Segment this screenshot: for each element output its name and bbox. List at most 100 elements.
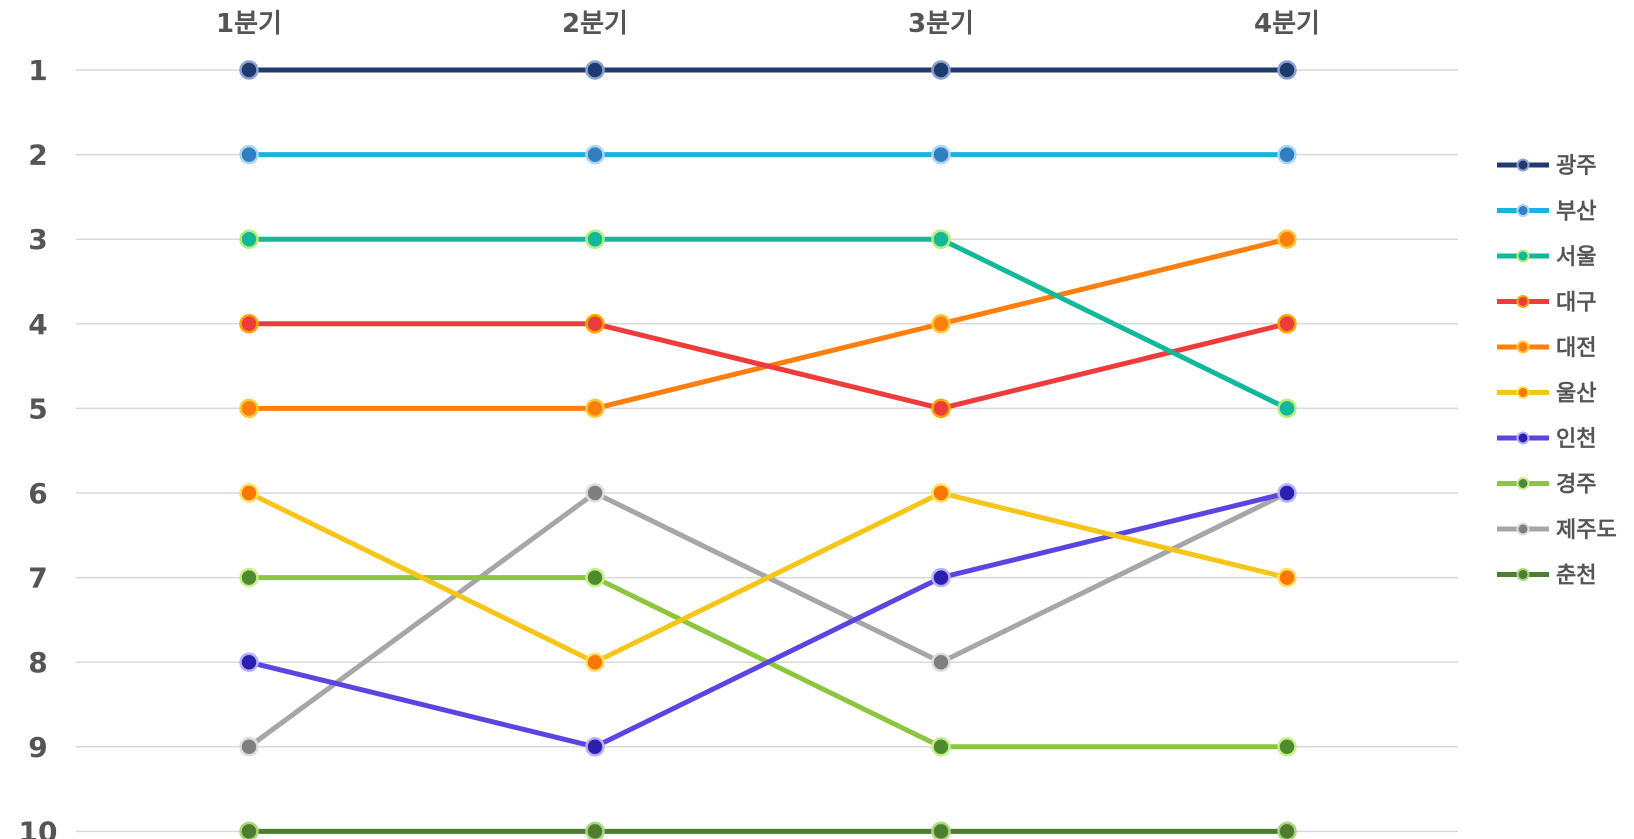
data-point — [239, 652, 259, 672]
series-line — [249, 236, 1289, 411]
legend-label: 인천 — [1556, 427, 1596, 452]
y-tick-label: 1 — [28, 54, 47, 87]
y-tick-label: 4 — [28, 308, 47, 341]
series-광주 — [239, 60, 1297, 80]
legend-swatch-marker — [1516, 431, 1530, 445]
data-point — [1277, 737, 1297, 757]
legend-swatch-marker — [1516, 386, 1530, 399]
x-tick-label: 3분기 — [908, 9, 974, 39]
legend-swatch-marker — [1516, 568, 1530, 581]
series-서울 — [239, 229, 1297, 419]
data-point — [239, 567, 259, 588]
data-point — [585, 567, 605, 588]
data-point — [585, 398, 605, 419]
data-point — [585, 314, 605, 334]
legend-label: 대전 — [1556, 336, 1596, 361]
legend-label: 부산 — [1556, 200, 1596, 225]
series-line — [248, 490, 1288, 750]
x-tick-label: 2분기 — [562, 9, 628, 39]
data-point — [1277, 314, 1297, 334]
legend-label: 울산 — [1556, 382, 1596, 407]
y-tick-label: 8 — [28, 646, 47, 679]
legend-label: 서울 — [1556, 245, 1596, 270]
y-tick-label: 6 — [28, 477, 47, 510]
data-point — [239, 483, 259, 503]
data-point — [931, 398, 951, 419]
legend-label: 대구 — [1556, 291, 1596, 316]
y-tick-label: 2 — [28, 139, 47, 172]
legend-item: 제주도 — [1497, 518, 1617, 543]
legend-label: 제주도 — [1556, 518, 1617, 543]
y-tick-label: 9 — [28, 731, 47, 764]
legend-label: 경주 — [1556, 473, 1596, 498]
y-tick-label: 3 — [28, 223, 47, 256]
data-point — [1277, 821, 1297, 839]
data-point — [239, 398, 259, 419]
series-제주도 — [239, 483, 1297, 757]
y-axis-ticks: 1 2 3 4 5 6 7 8 9 10 — [19, 54, 58, 839]
data-point — [585, 821, 605, 839]
legend-label: 광주 — [1556, 154, 1596, 179]
data-point — [931, 567, 951, 588]
series-대구 — [239, 314, 1297, 419]
legend-swatch-marker — [1516, 340, 1530, 354]
series-lines — [239, 60, 1297, 839]
data-point — [1277, 398, 1297, 419]
data-point — [931, 314, 951, 334]
y-tick-label: 10 — [19, 815, 58, 839]
series-울산 — [239, 483, 1297, 672]
series-인천 — [239, 483, 1297, 757]
legend-item: 경주 — [1497, 473, 1596, 498]
data-point — [585, 144, 605, 165]
legend-item: 대전 — [1497, 336, 1596, 361]
data-point — [931, 821, 951, 839]
data-point — [1277, 60, 1297, 80]
data-point — [585, 60, 605, 80]
data-point — [931, 229, 951, 249]
data-point — [239, 314, 259, 334]
legend-item: 울산 — [1497, 382, 1596, 407]
legend-swatch-marker — [1516, 295, 1530, 308]
data-point — [585, 652, 605, 672]
legend-item: 부산 — [1497, 200, 1596, 225]
legend-swatch-marker — [1516, 204, 1530, 217]
legend-swatch-marker — [1516, 158, 1530, 172]
data-point — [239, 144, 259, 165]
legend-item: 춘천 — [1497, 564, 1596, 589]
data-point — [585, 483, 605, 503]
x-tick-label: 4분기 — [1254, 9, 1320, 39]
series-line — [247, 490, 1288, 665]
data-point — [239, 229, 259, 249]
data-point — [1277, 483, 1297, 503]
x-axis-ticks: 1분기 2분기 3분기 4분기 — [216, 9, 1320, 39]
legend-swatch-marker — [1516, 522, 1530, 536]
legend-item: 인천 — [1497, 427, 1596, 452]
data-point — [585, 737, 605, 757]
data-point — [931, 60, 951, 80]
series-부산 — [239, 144, 1297, 165]
series-line — [249, 321, 1288, 411]
grid-lines — [76, 69, 1458, 833]
y-tick-label: 7 — [28, 562, 47, 595]
data-point — [931, 144, 951, 165]
legend-swatch-marker — [1516, 249, 1530, 263]
legend-item: 대구 — [1497, 291, 1596, 316]
data-point — [1277, 567, 1297, 588]
data-point — [1277, 229, 1297, 249]
legend-item: 서울 — [1497, 245, 1596, 270]
x-tick-label: 1분기 — [216, 9, 282, 39]
legend-swatch-marker — [1516, 477, 1530, 490]
data-point — [239, 737, 259, 757]
data-point — [585, 229, 605, 249]
data-point — [931, 737, 951, 757]
legend-item: 광주 — [1497, 154, 1596, 179]
legend-label: 춘천 — [1556, 564, 1596, 589]
data-point — [239, 60, 259, 80]
series-춘천 — [239, 821, 1297, 839]
data-point — [1277, 144, 1297, 165]
data-point — [931, 652, 951, 672]
data-point — [239, 821, 259, 839]
data-point — [931, 483, 951, 503]
